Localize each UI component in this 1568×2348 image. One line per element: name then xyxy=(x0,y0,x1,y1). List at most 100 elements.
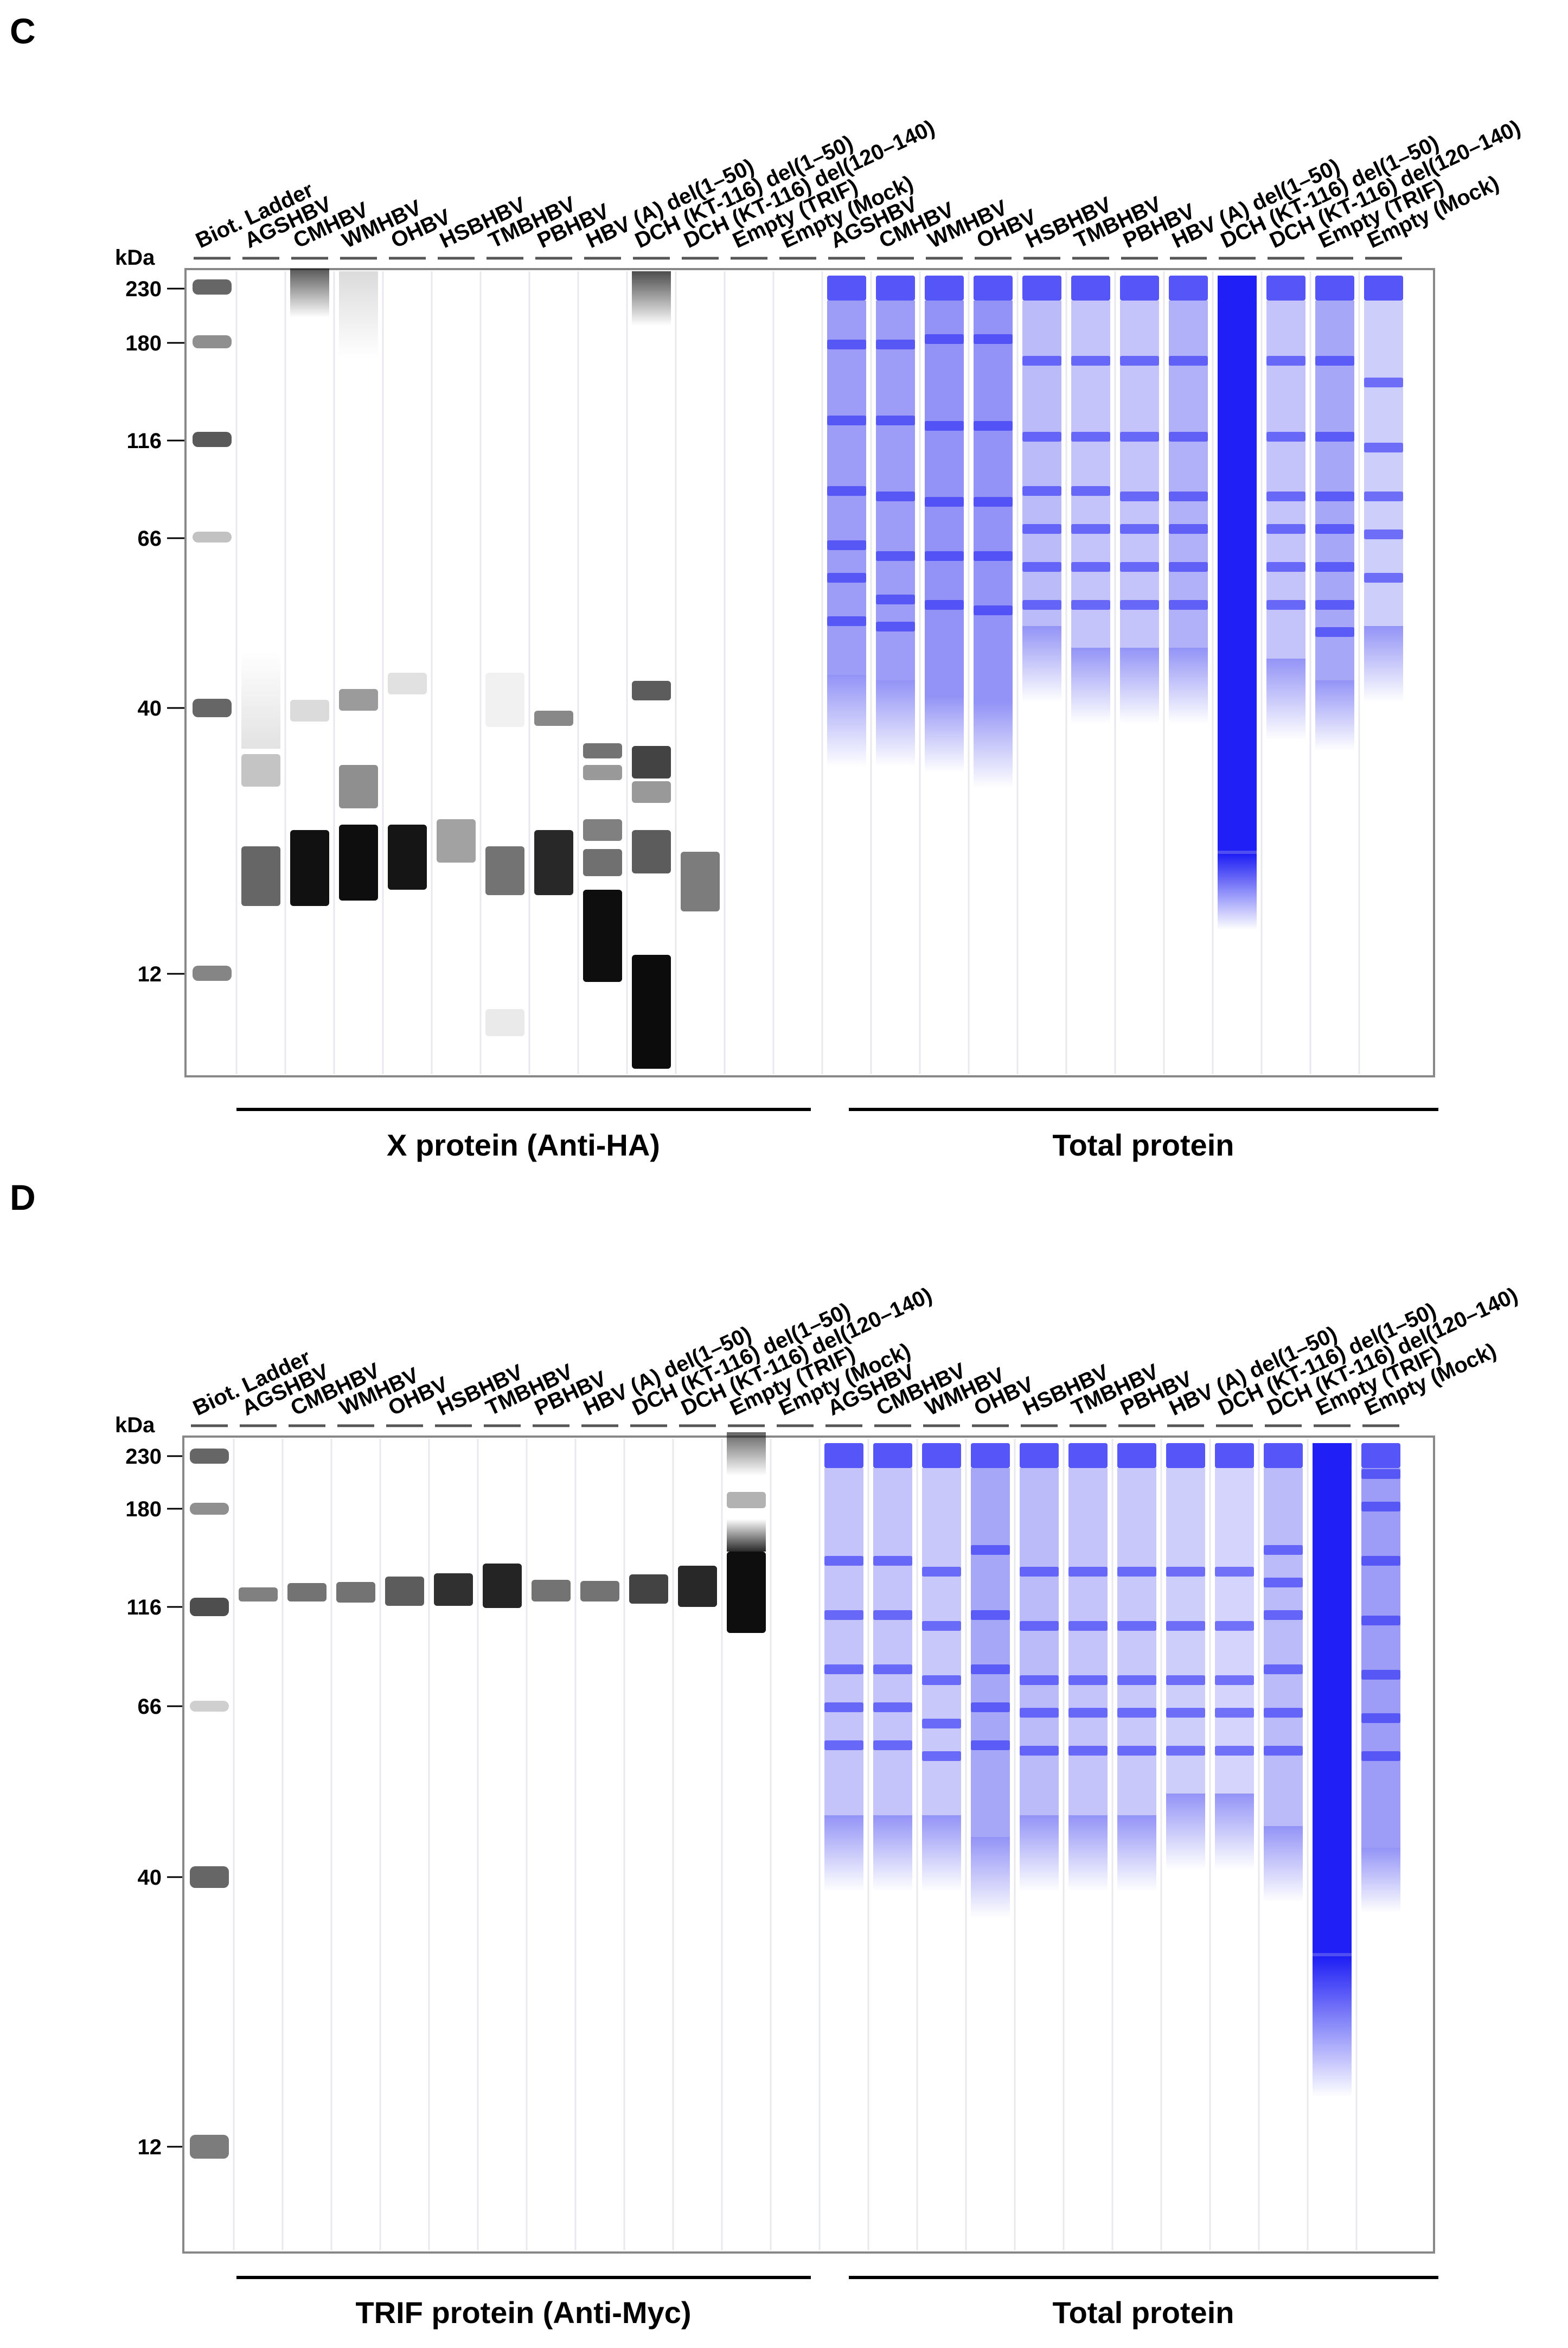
band xyxy=(583,849,622,876)
western-lanes xyxy=(239,1432,766,1633)
band xyxy=(532,1580,571,1602)
band xyxy=(922,1567,961,1577)
kda-tick-label: 12 xyxy=(138,2135,162,2159)
band xyxy=(1169,356,1208,366)
band xyxy=(873,1664,912,1674)
band xyxy=(632,955,671,1069)
band xyxy=(388,825,427,890)
band xyxy=(485,846,524,895)
smear xyxy=(876,301,915,680)
band xyxy=(1315,492,1354,501)
band xyxy=(1215,1675,1254,1685)
total-protein-lane xyxy=(1264,1443,1303,1902)
panel-label-c: C xyxy=(10,11,36,51)
total-protein-lane xyxy=(925,276,964,773)
band xyxy=(583,819,622,841)
band xyxy=(1120,492,1159,501)
smear xyxy=(1120,301,1159,648)
kda-axis: 230 180 116 66 40 12 xyxy=(125,1445,183,2159)
total-protein-lane xyxy=(1020,1443,1059,1891)
band xyxy=(1266,524,1305,534)
band xyxy=(1020,1746,1059,1756)
band xyxy=(388,673,427,694)
ladder-band-180 xyxy=(193,335,232,348)
band xyxy=(974,605,1013,615)
ladder-band-40 xyxy=(193,699,232,717)
band xyxy=(876,276,915,301)
band xyxy=(1315,562,1354,572)
band xyxy=(632,746,671,779)
total-protein-lane xyxy=(971,1443,1010,1918)
kda-tick-label: 116 xyxy=(126,1596,162,1619)
group-annotations: TRIF protein (Anti-Myc) Total protein xyxy=(236,2276,1438,2330)
band xyxy=(727,1432,766,1476)
band xyxy=(1264,1610,1303,1620)
band xyxy=(1068,1746,1108,1756)
band xyxy=(1166,1621,1205,1631)
band xyxy=(974,334,1013,344)
band xyxy=(974,421,1013,431)
band xyxy=(483,1564,522,1608)
total-protein-lane xyxy=(1364,276,1403,702)
band xyxy=(1315,276,1354,301)
smear-tail xyxy=(1166,1794,1205,1870)
group-label-x-protein: X protein (Anti-HA) xyxy=(387,1128,660,1162)
band xyxy=(678,1566,717,1607)
band xyxy=(287,1583,327,1602)
band xyxy=(1361,1469,1400,1479)
smear xyxy=(1364,301,1403,626)
band xyxy=(827,616,866,626)
band xyxy=(876,492,915,501)
kda-axis: 230 180 116 66 40 12 xyxy=(125,277,185,986)
smear xyxy=(1071,301,1110,648)
band xyxy=(1022,432,1061,442)
smear-tail xyxy=(1266,659,1305,740)
band xyxy=(1020,1675,1059,1685)
band xyxy=(339,825,378,901)
smear xyxy=(824,1468,863,1815)
band xyxy=(974,497,1013,507)
kda-tick-label: 180 xyxy=(125,1497,162,1521)
band xyxy=(827,573,866,583)
band xyxy=(534,711,573,726)
band xyxy=(1266,600,1305,610)
band xyxy=(1364,276,1403,301)
smear xyxy=(922,1468,961,1815)
band xyxy=(1169,492,1208,501)
band xyxy=(727,1492,766,1508)
smear-tail xyxy=(1117,1815,1156,1891)
band xyxy=(1361,1502,1400,1511)
band xyxy=(583,743,622,758)
band xyxy=(1361,1713,1400,1723)
band xyxy=(727,1519,766,1552)
ladder-band-116 xyxy=(190,1598,229,1616)
smear-tail xyxy=(1315,680,1354,751)
total-protein-lane xyxy=(1068,1443,1108,1891)
band xyxy=(583,765,622,780)
smear xyxy=(1169,301,1208,648)
band xyxy=(1364,378,1403,387)
smear-tail xyxy=(873,1815,912,1891)
band xyxy=(1120,562,1159,572)
band xyxy=(925,334,964,344)
band xyxy=(1215,1621,1254,1631)
smear-tail xyxy=(827,675,866,767)
kda-unit-label: kDa xyxy=(115,1413,155,1437)
band xyxy=(1071,432,1110,442)
total-protein-lane xyxy=(974,276,1013,789)
total-protein-lane xyxy=(824,1443,863,1891)
band xyxy=(583,890,622,982)
band xyxy=(1364,573,1403,583)
band xyxy=(632,271,671,326)
smear-tail xyxy=(1071,648,1110,724)
band xyxy=(876,622,915,631)
band xyxy=(434,1573,473,1606)
band xyxy=(632,830,671,873)
smear-tail xyxy=(1022,626,1061,702)
band xyxy=(385,1577,424,1606)
band xyxy=(971,1545,1010,1555)
band xyxy=(1364,529,1403,539)
band xyxy=(1364,492,1403,501)
smear-tail xyxy=(1169,648,1208,724)
band xyxy=(485,673,524,727)
